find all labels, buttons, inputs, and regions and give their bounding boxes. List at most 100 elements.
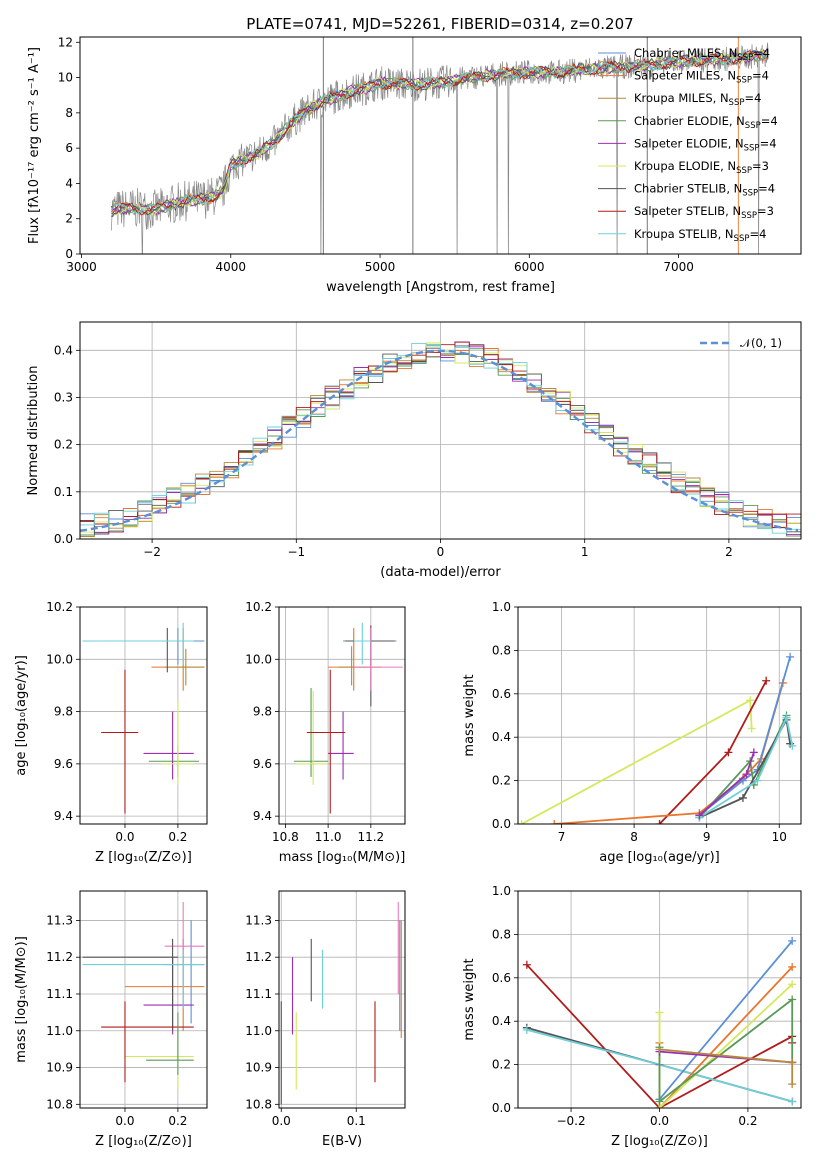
x-tick-label: 0.2 (738, 1114, 757, 1128)
y-tick-label: 0.8 (492, 643, 511, 657)
legend-subscript: SSP (742, 189, 758, 199)
y-tick-label: 0.8 (492, 927, 511, 941)
panel-massweight-vs-Z: −0.2 0.0 0.2 0.0 0.2 0.4 0.6 0.8 1.0 Z [log₁₀(Z/Z… (462, 884, 802, 1149)
series-marker (522, 960, 531, 969)
x-tick-label: 2 (725, 545, 733, 559)
panel-mass-vs-Z: 0.0 0.2 10.8 10.9 11.0 11.1 11.2 11.3 Z [log₁₀(Z… (14, 890, 208, 1149)
legend-subscript: SSP (745, 121, 761, 131)
series-marker (655, 1097, 664, 1106)
y-tick-label: 9.8 (54, 705, 73, 719)
series-line (554, 682, 784, 824)
series-marker (747, 724, 756, 733)
plot-area (82, 902, 205, 1090)
x-tick-label: −2 (143, 545, 161, 559)
spectrum-data-line (110, 42, 769, 254)
legend-label: Salpeter ELODIE, NSSP=4 (634, 136, 777, 153)
y-tick-label: 0.6 (492, 687, 511, 701)
plot-area (110, 37, 769, 254)
panel-residuals: −2 −1 0 1 2 0.0 0.1 0.2 0.3 0.4 𝒩(0, 1) (data-model… (26, 321, 802, 580)
y-tick-label: 10.8 (46, 1097, 73, 1111)
x-tick-label: 0.0 (115, 830, 134, 844)
y-tick-label: 12 (58, 35, 73, 49)
y-tick-label: 11.0 (245, 1024, 272, 1038)
series-line (699, 717, 791, 819)
series-marker (655, 1008, 664, 1017)
y-tick-label: 1.0 (492, 884, 511, 898)
y-tick-label: 0.4 (54, 343, 73, 357)
series-marker (786, 652, 795, 661)
y-tick-label: 10.9 (46, 1061, 73, 1075)
legend-label: Kroupa STELIB, NSSP=4 (634, 227, 766, 244)
axes-frame (278, 606, 406, 825)
series-marker (550, 820, 559, 824)
series-marker (788, 1080, 797, 1089)
y-tick-label: 11.2 (245, 950, 272, 964)
legend-subscript: SSP (737, 53, 753, 63)
y-tick-label: 0.4 (492, 730, 511, 744)
gaussian-curve (80, 349, 799, 532)
legend-label: 𝒩(0, 1) (740, 336, 782, 350)
series-marker (724, 748, 733, 757)
series-line (658, 940, 793, 1102)
legend-rest: =3 (757, 204, 774, 218)
series-line (658, 997, 794, 1104)
x-tick-label: 0.0 (115, 1114, 134, 1128)
y-tick-label: 0 (65, 247, 73, 261)
legend-rest: =3 (752, 159, 769, 173)
x-tick-label: 10 (772, 830, 787, 844)
y-axis-label: mass weight (462, 674, 477, 756)
x-tick-label: 10.8 (272, 830, 299, 844)
y-tick-label: 0.4 (492, 1014, 511, 1028)
x-axis-label: Z [log₁₀(Z/Z⊙)] (95, 1134, 192, 1149)
series-marker (655, 820, 664, 824)
series-marker (746, 696, 755, 705)
series-marker (788, 980, 797, 989)
x-axis-label: age [log₁₀(age/yr)] (599, 850, 720, 865)
plot-area (518, 652, 797, 824)
y-tick-label: 0.0 (492, 817, 511, 831)
series-marker (753, 776, 762, 785)
axes-frame (278, 890, 406, 1109)
y-tick-label: 0.2 (492, 774, 511, 788)
y-tick-label: 10.9 (245, 1061, 272, 1075)
y-tick-label: 10 (58, 71, 73, 85)
y-tick-label: 0.3 (54, 390, 73, 404)
y-tick-label: 10.2 (245, 600, 272, 614)
legend-subscript: SSP (734, 234, 750, 244)
plot-area (82, 622, 205, 814)
y-tick-label: 1.0 (492, 600, 511, 614)
y-tick-label: 10.8 (245, 1097, 272, 1111)
y-axis-label: mass [log₁₀(M/M⊙)] (14, 936, 29, 1063)
y-tick-label: 9.4 (253, 809, 272, 823)
x-axis-label: E(B-V) (322, 1134, 362, 1149)
series-line (698, 714, 794, 819)
series-line (659, 1048, 794, 1085)
legend-label: Salpeter STELIB, NSSP=3 (634, 204, 774, 221)
legend-subscript: SSP (741, 211, 757, 221)
y-tick-label: 2 (65, 212, 73, 226)
legend-rest: =4 (744, 91, 761, 105)
y-axis-label: age [log₁₀(age/yr)] (14, 655, 29, 776)
series-line (698, 656, 791, 817)
axes-frame (517, 606, 802, 825)
y-tick-label: 0.6 (492, 971, 511, 985)
legend-rest: =4 (749, 227, 766, 241)
x-tick-label: 4000 (215, 260, 246, 274)
y-tick-label: 0.0 (492, 1101, 511, 1115)
y-tick-label: 11.2 (46, 950, 73, 964)
legend-subscript: SSP (736, 166, 752, 176)
model-line (111, 50, 769, 217)
x-tick-label: 0 (437, 545, 445, 559)
plot-area (522, 936, 797, 1108)
series-marker (749, 748, 758, 757)
y-tick-label: 6 (65, 141, 73, 155)
legend-label: Kroupa ELODIE, NSSP=3 (634, 159, 769, 176)
x-axis-label: Z [log₁₀(Z/Z⊙)] (95, 850, 192, 865)
y-tick-label: 9.8 (253, 705, 272, 719)
x-tick-label: 7000 (663, 260, 694, 274)
y-axis-label: Normed distribution (26, 366, 41, 496)
x-tick-label: 7 (558, 830, 566, 844)
series-marker (788, 741, 797, 750)
plot-area (80, 341, 801, 539)
